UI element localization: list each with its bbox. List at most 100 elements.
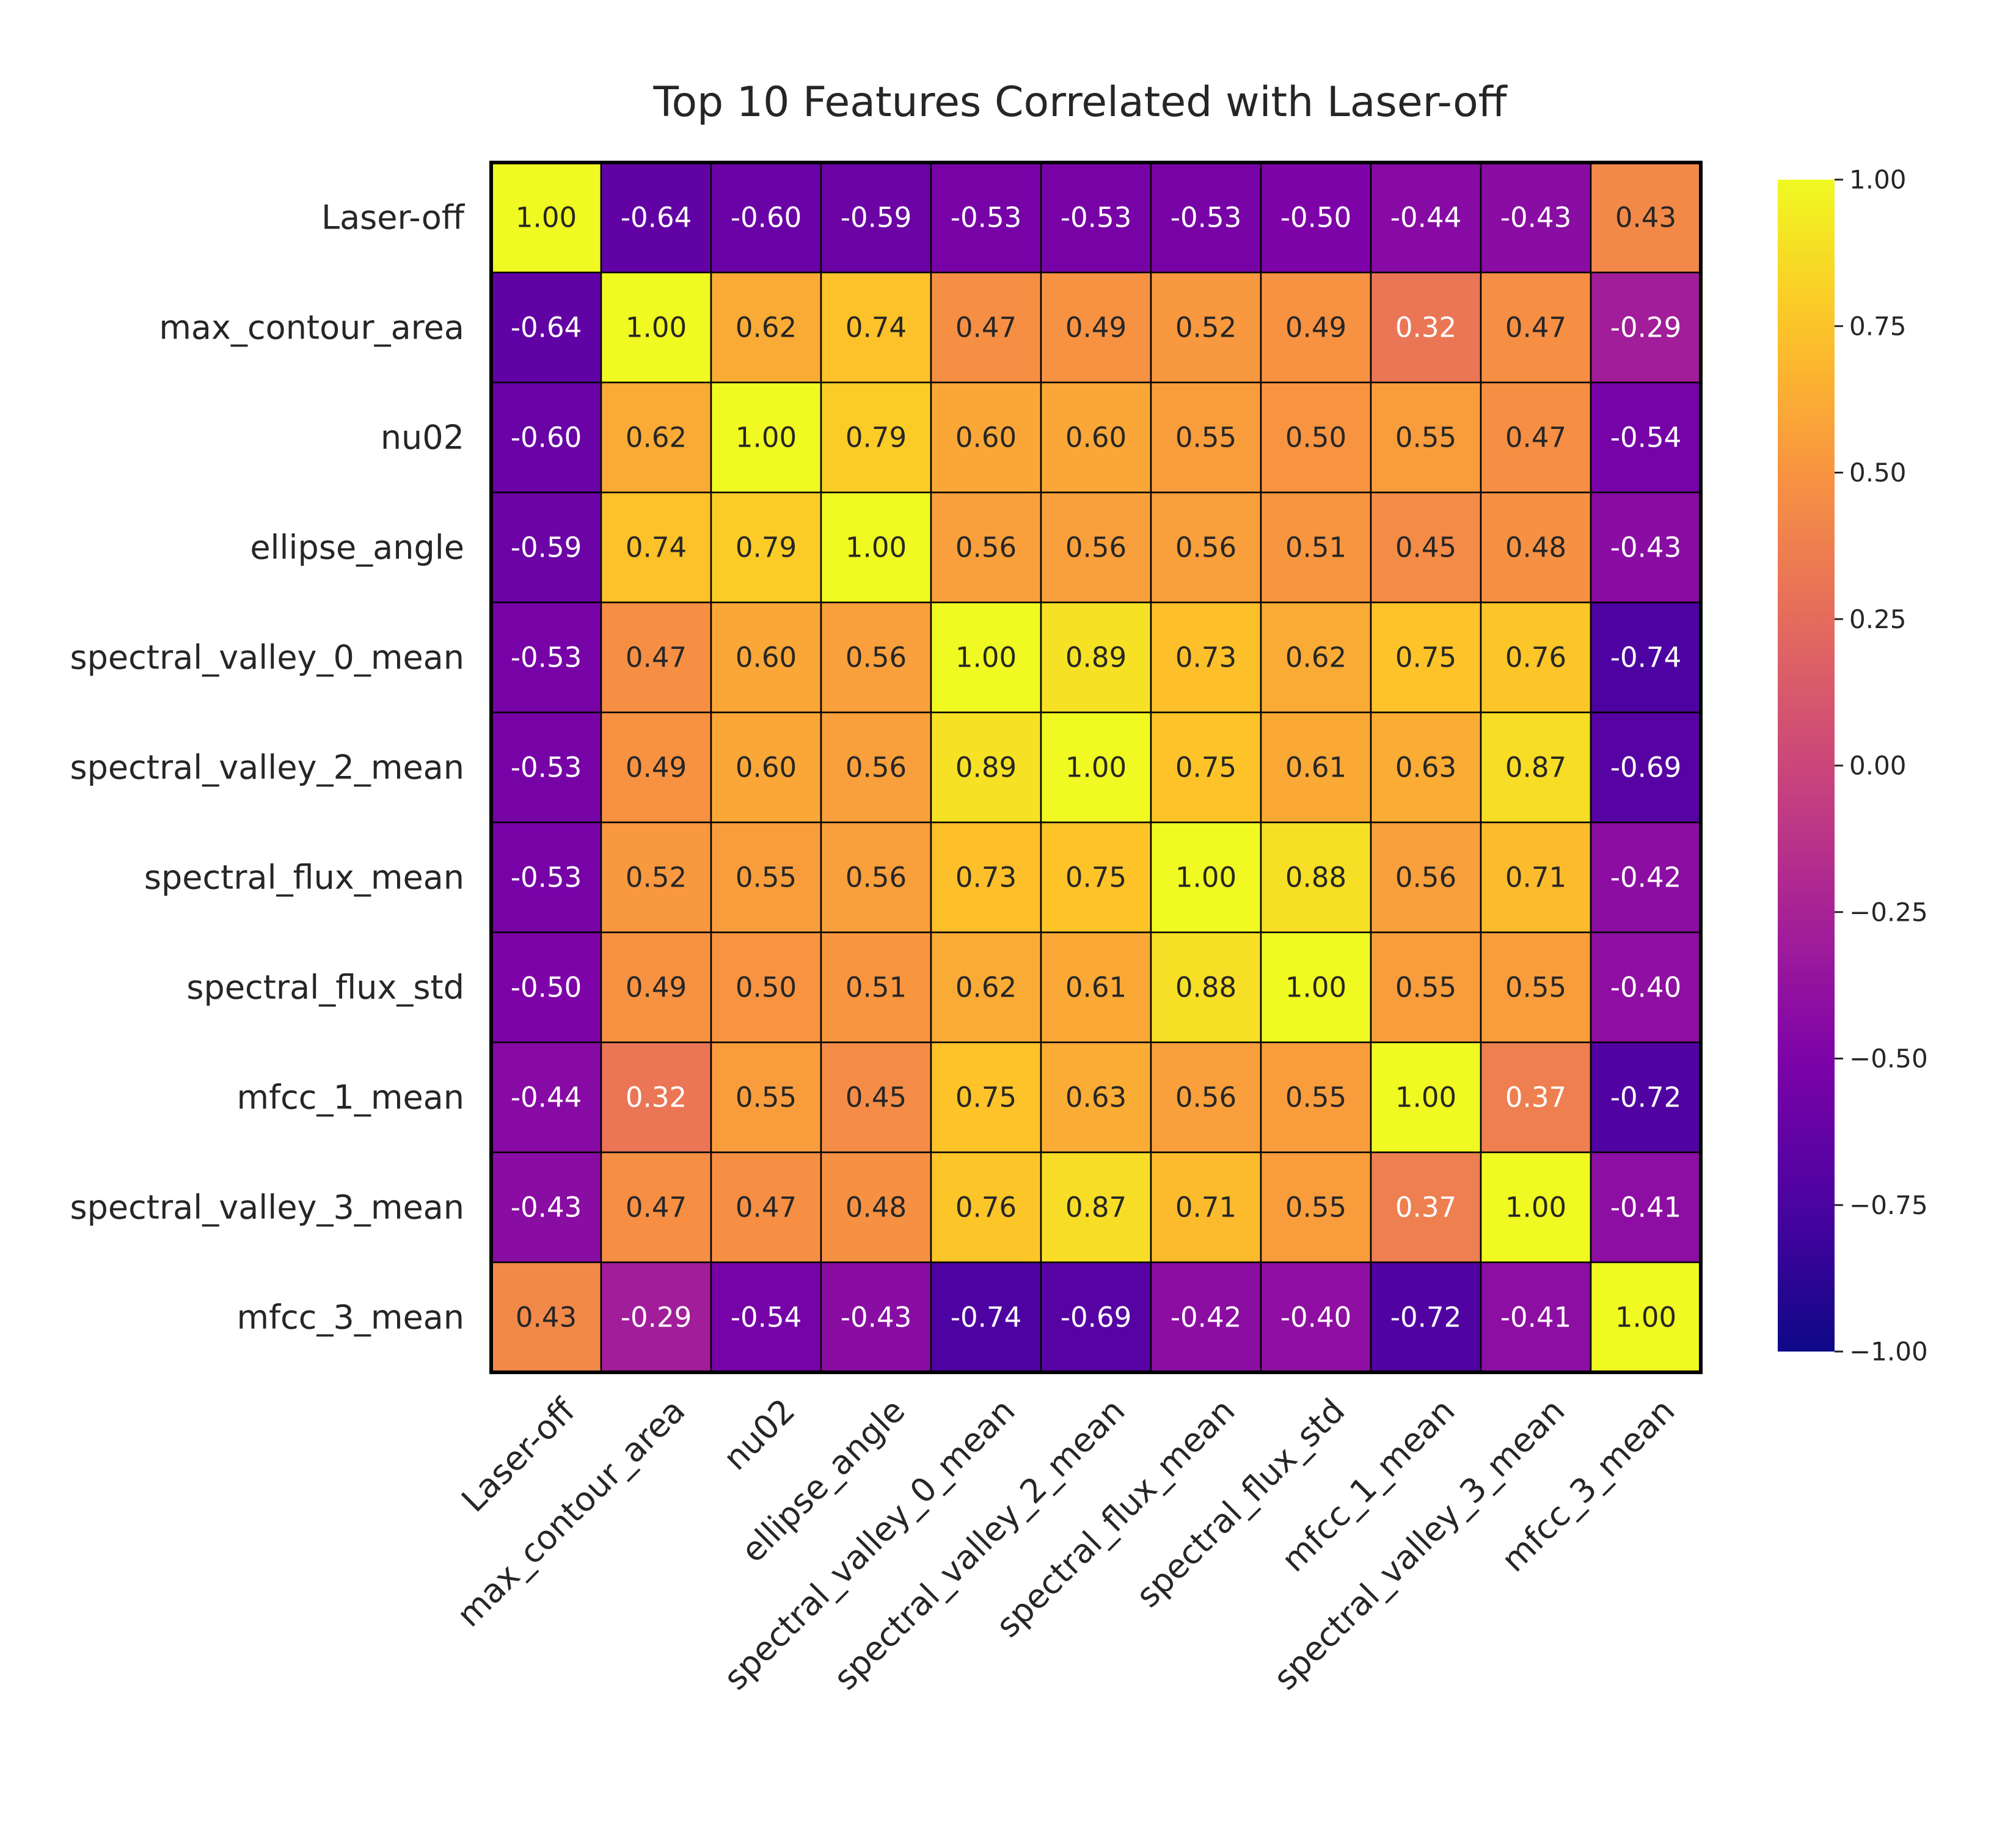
heatmap-cell: [930, 271, 1042, 384]
cell-value-label: 0.50: [736, 971, 797, 1004]
cell-value-label: -0.64: [621, 202, 692, 234]
heatmap-cell: [490, 821, 602, 934]
heatmap-cell: [1480, 931, 1592, 1044]
cell-value-label: 0.49: [626, 752, 687, 784]
heatmap-cell: [1480, 601, 1592, 714]
cell-value-label: 0.60: [955, 422, 1017, 454]
cell-value-label: -0.41: [1500, 1301, 1571, 1334]
cell-value-label: -0.53: [1061, 202, 1131, 234]
cell-value-label: 0.63: [1065, 1081, 1127, 1114]
column-tick-label: nu02: [716, 1391, 803, 1478]
heatmap-cell: [1480, 491, 1592, 604]
cell-value-label: 0.88: [1175, 971, 1236, 1004]
heatmap-cell: [600, 161, 712, 274]
cell-value-label: 0.47: [736, 1191, 797, 1224]
chart-title: Top 10 Features Correlated with Laser-of…: [652, 78, 1508, 126]
cell-value-label: 1.00: [736, 422, 797, 454]
cell-value-label: 0.51: [845, 971, 907, 1004]
cell-value-label: 1.00: [955, 642, 1017, 674]
cell-value-label: 1.00: [1395, 1081, 1456, 1114]
heatmap-cell: [1040, 821, 1152, 934]
cell-value-label: 0.43: [1615, 202, 1676, 234]
cell-value-label: 0.74: [626, 532, 687, 564]
cell-value-label: -0.54: [1610, 422, 1681, 454]
cell-value-label: -0.29: [1610, 312, 1681, 344]
heatmap-cell: [1040, 1041, 1152, 1154]
cell-value-label: -0.44: [511, 1081, 582, 1114]
heatmap-cell: [1040, 381, 1152, 494]
heatmap-cell: [600, 821, 712, 934]
colorbar-tick-label: 1.00: [1849, 165, 1907, 195]
cell-value-label: 0.32: [1395, 312, 1456, 344]
heatmap-cells: 1.00 -0.64 -0.60 -0.59 -0.53 -0.53 -0.53 -0.50 -…: [490, 161, 1702, 1374]
cell-value-label: 0.51: [1285, 532, 1346, 564]
cell-value-label: -0.53: [1171, 202, 1241, 234]
cell-value-label: 0.87: [1505, 752, 1566, 784]
cell-value-label: -0.53: [511, 752, 582, 784]
cell-value-label: -0.40: [1280, 1301, 1351, 1334]
cell-value-label: -0.41: [1610, 1191, 1681, 1224]
heatmap-cell: [1260, 1261, 1372, 1374]
heatmap-cell: [820, 711, 932, 824]
heatmap-cell: [820, 821, 932, 934]
heatmap-cell: [1150, 821, 1262, 934]
cell-value-label: 0.47: [626, 642, 687, 674]
heatmap-cell: [1370, 491, 1482, 604]
cell-value-label: 0.75: [1175, 752, 1236, 784]
heatmap-cell: [1480, 161, 1592, 274]
cell-value-label: -0.43: [511, 1191, 582, 1224]
cell-value-label: 0.37: [1395, 1191, 1456, 1224]
heatmap-cell: [1370, 381, 1482, 494]
cell-value-label: 0.89: [1065, 642, 1127, 674]
heatmap-cell: [1590, 931, 1702, 1044]
cell-value-label: 0.56: [845, 752, 907, 784]
colorbar-tick-label: −0.50: [1849, 1044, 1928, 1074]
cell-value-label: 0.60: [736, 642, 797, 674]
heatmap-cell: [820, 161, 932, 274]
heatmap-cell: [600, 1261, 712, 1374]
row-tick-label: mfcc_1_mean: [237, 1078, 465, 1117]
cell-value-label: 0.49: [1285, 312, 1346, 344]
cell-value-label: 0.62: [736, 312, 797, 344]
cell-value-label: 0.56: [1175, 1081, 1236, 1114]
cell-value-label: 0.55: [1395, 422, 1456, 454]
colorbar-tick-label: 0.50: [1849, 458, 1907, 488]
heatmap-cell: [1480, 271, 1592, 384]
heatmap-cell: [1040, 711, 1152, 824]
cell-value-label: 0.45: [845, 1081, 907, 1114]
cell-value-label: 0.74: [845, 312, 907, 344]
cell-value-label: 0.47: [955, 312, 1017, 344]
colorbar-tick-label: 0.00: [1849, 751, 1907, 781]
cell-value-label: -0.64: [511, 312, 582, 344]
heatmap-cell: [1590, 711, 1702, 824]
heatmap-cell: [1370, 821, 1482, 934]
heatmap-cell: [710, 1151, 822, 1264]
heatmap-cell: [710, 821, 822, 934]
cell-value-label: 0.32: [626, 1081, 687, 1114]
cell-value-label: 1.00: [1505, 1191, 1566, 1224]
cell-value-label: 0.55: [1505, 971, 1566, 1004]
heatmap-cell: [1590, 821, 1702, 934]
cell-value-label: 0.47: [1505, 312, 1566, 344]
cell-value-label: 0.62: [626, 422, 687, 454]
row-tick-label: nu02: [381, 419, 464, 457]
heatmap-cell: [710, 601, 822, 714]
cell-value-label: 0.55: [736, 1081, 797, 1114]
cell-value-label: -0.53: [951, 202, 1021, 234]
cell-value-label: -0.53: [511, 642, 582, 674]
cell-value-label: -0.42: [1610, 862, 1681, 894]
heatmap-cell: [930, 491, 1042, 604]
row-tick-label: spectral_valley_0_mean: [70, 638, 464, 677]
cell-value-label: 0.49: [626, 971, 687, 1004]
cell-value-label: 0.75: [1395, 642, 1456, 674]
cell-value-label: 1.00: [1615, 1301, 1676, 1334]
heatmap-cell: [930, 381, 1042, 494]
column-tick-label: spectral_flux_std: [1128, 1391, 1352, 1615]
heatmap-cell: [600, 601, 712, 714]
cell-value-label: 0.87: [1065, 1191, 1127, 1224]
cell-value-label: 0.56: [1395, 862, 1456, 894]
heatmap-cell: [1260, 931, 1372, 1044]
heatmap-cell: [1370, 1261, 1482, 1374]
cell-value-label: 0.79: [736, 532, 797, 564]
